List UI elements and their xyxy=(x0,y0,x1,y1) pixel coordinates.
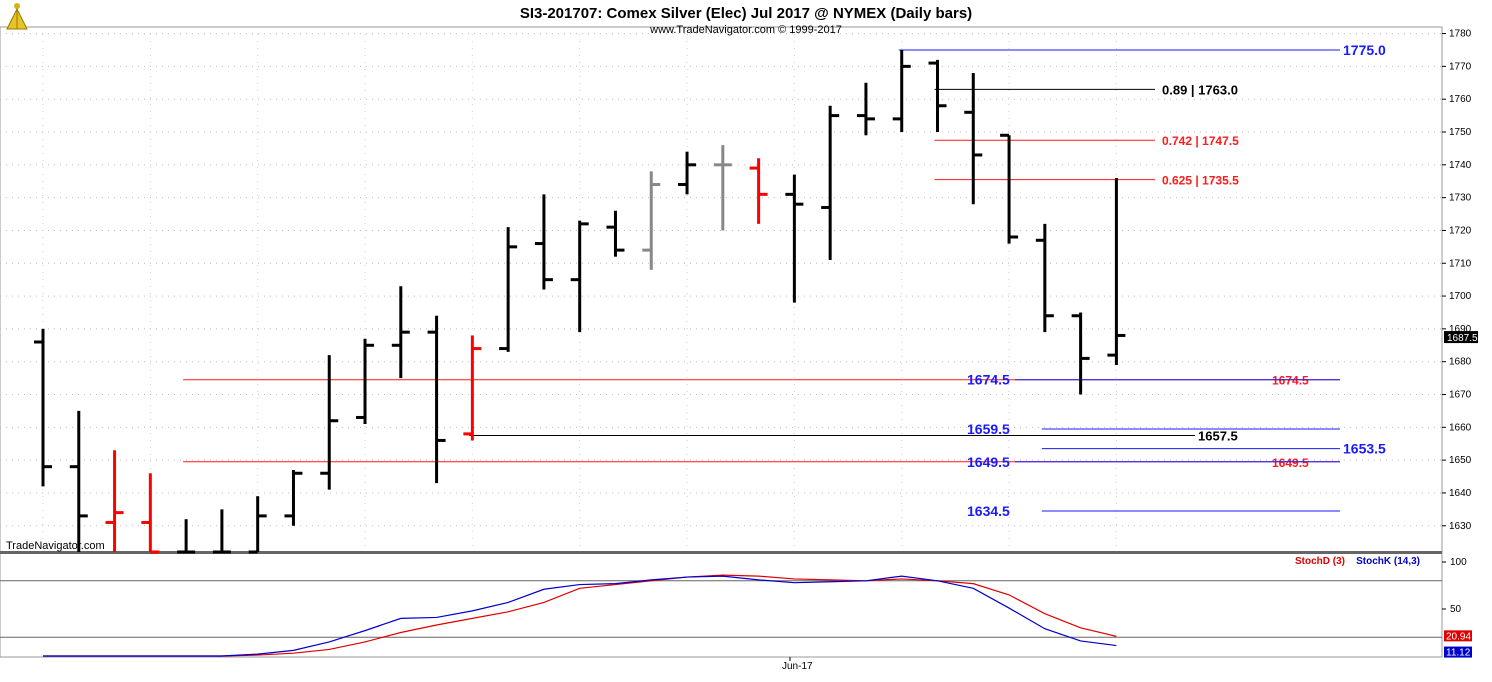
level-label: 0.742 | 1747.5 xyxy=(1162,134,1239,148)
level-label: 1657.5 xyxy=(1198,429,1238,444)
ohlc-bar xyxy=(642,171,661,270)
level-label: 0.625 | 1735.5 xyxy=(1162,174,1239,188)
ohlc-bar xyxy=(34,328,52,487)
level-label-left: 1649.5 xyxy=(967,454,1010,470)
level-label-left: 1674.5 xyxy=(967,372,1010,388)
ohlc-bar xyxy=(69,410,88,552)
ohlc-bar xyxy=(177,519,196,554)
stochastic-panel: 50 100 20.94 11.12 xyxy=(0,557,1472,659)
ohlc-bar xyxy=(964,72,983,205)
ohlc-bar xyxy=(105,450,124,552)
watermark: TradeNavigator.com xyxy=(6,540,105,552)
price-panel-frame xyxy=(0,26,1443,553)
trade-navigator-logo-icon xyxy=(6,3,28,30)
level-label: 1659.5 xyxy=(967,421,1010,437)
ohlc-bar xyxy=(785,174,804,303)
price-tick-label: 1720 xyxy=(1449,225,1472,236)
ohlc-bar xyxy=(606,210,625,257)
price-tick-label: 1730 xyxy=(1449,193,1472,204)
level-label-right: 1674.5 xyxy=(1272,374,1309,388)
ohlc-bar xyxy=(1000,133,1019,244)
legend-stochk: StochK (14,3) xyxy=(1356,556,1420,567)
price-tick-label: 1770 xyxy=(1449,61,1472,72)
price-tick-label: 1760 xyxy=(1449,94,1472,105)
ohlc-bar xyxy=(141,473,160,554)
level-label: 1634.5 xyxy=(967,503,1010,519)
ohlc-bar xyxy=(320,355,339,490)
price-bars xyxy=(34,49,1126,554)
ohlc-bar xyxy=(892,49,911,132)
stoch-tick-label: 100 xyxy=(1450,557,1467,568)
ohlc-bar xyxy=(212,509,231,554)
level-label-right: 1649.5 xyxy=(1272,456,1309,470)
date-axis: Jun-17 xyxy=(782,657,813,672)
ohlc-bar xyxy=(856,82,875,136)
price-tick-label: 1690 xyxy=(1449,324,1472,335)
level-label: 1775.0 xyxy=(1343,42,1386,58)
ohlc-bar xyxy=(248,496,267,554)
chart-subtitle: www.TradeNavigator.com © 1999-2017 xyxy=(649,24,842,36)
stoch-last-box xyxy=(1444,630,1472,642)
ohlc-bar xyxy=(391,286,410,379)
ohlc-bar xyxy=(821,105,840,260)
ohlc-bar xyxy=(1035,223,1054,333)
ohlc-bar xyxy=(713,145,732,231)
ohlc-bar xyxy=(749,158,768,224)
legend-stochd: StochD (3) xyxy=(1295,556,1345,567)
price-axis: 1630 1640 1650 1660 1670 1680 1690 1700 1710 1720… xyxy=(1442,29,1472,532)
price-tick-label: 1670 xyxy=(1449,390,1472,401)
price-tick-label: 1680 xyxy=(1449,357,1472,368)
ohlc-bar xyxy=(463,335,482,441)
ohlc-bar xyxy=(427,315,446,484)
stoch-last-label: 11.12 xyxy=(1446,648,1471,659)
level-label: 0.89 | 1763.0 xyxy=(1162,82,1238,97)
ohlc-bar xyxy=(356,338,375,425)
date-tick-label: Jun-17 xyxy=(782,661,813,672)
ohlc-bar xyxy=(534,194,553,290)
chart-title: SI3-201707: Comex Silver (Elec) Jul 2017… xyxy=(520,5,972,22)
ohlc-bar xyxy=(678,151,697,195)
price-tick-label: 1780 xyxy=(1449,29,1472,40)
indicator-panel-frame xyxy=(0,552,1443,658)
ohlc-bar xyxy=(570,220,589,333)
price-tick-label: 1650 xyxy=(1449,455,1472,466)
stoch-last-label: 20.94 xyxy=(1446,631,1471,642)
stoch-tick-label: 50 xyxy=(1450,604,1462,615)
ohlc-bar xyxy=(499,227,518,352)
price-tick-label: 1740 xyxy=(1449,160,1472,171)
ohlc-bar xyxy=(928,59,947,132)
price-tick-label: 1640 xyxy=(1449,488,1472,499)
level-label: 1653.5 xyxy=(1343,441,1386,457)
price-tick-label: 1750 xyxy=(1449,127,1472,138)
stoch-line-k xyxy=(43,575,1117,657)
last-price-marker: 1687.5 xyxy=(1444,331,1478,344)
ohlc-bar xyxy=(284,469,303,526)
level-lines: 1775.0 0.89 | 1763.0 0.742 | 1747.5 0.625 |… xyxy=(183,42,1386,519)
price-tick-label: 1630 xyxy=(1449,521,1472,532)
price-tick-label: 1660 xyxy=(1449,422,1472,433)
ohlc-bar xyxy=(1071,312,1090,395)
price-tick-label: 1700 xyxy=(1449,291,1472,302)
price-tick-label: 1710 xyxy=(1449,258,1472,269)
stoch-last-box xyxy=(1444,646,1472,658)
ohlc-bar xyxy=(1107,177,1126,365)
last-price-label: 1687.5 xyxy=(1447,333,1478,344)
